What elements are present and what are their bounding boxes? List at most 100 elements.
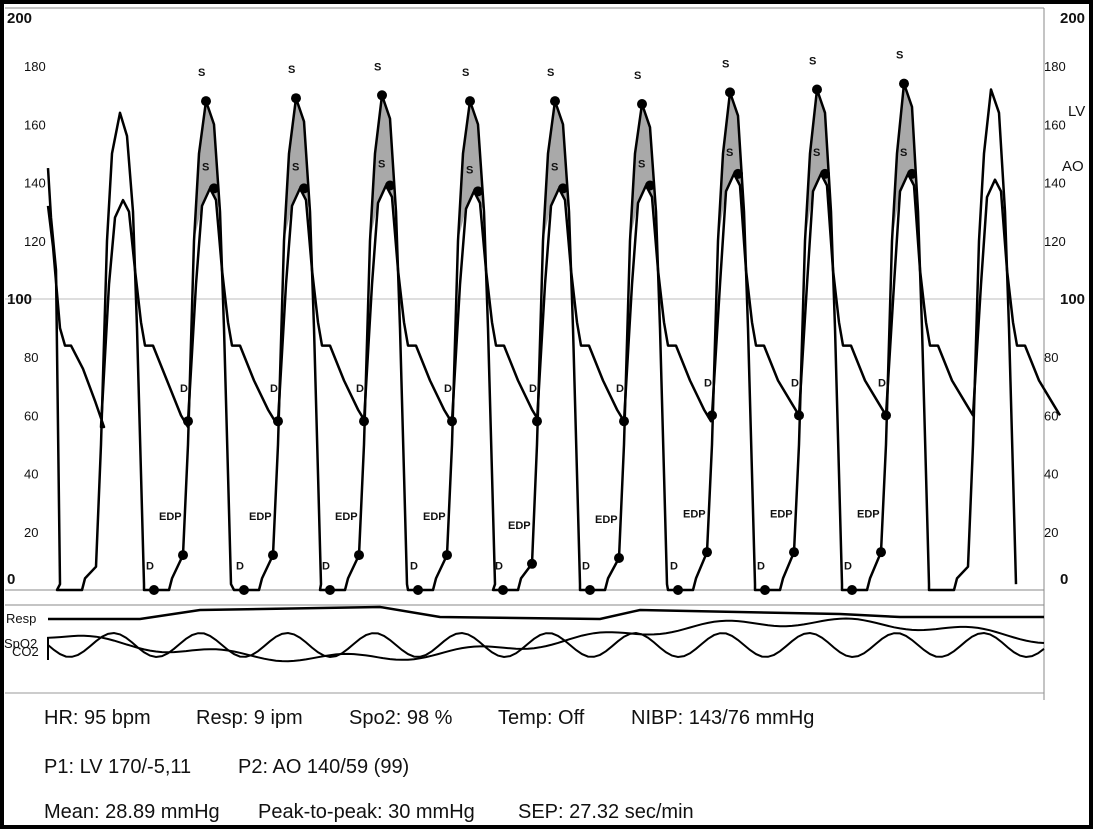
ao-peak-dot-6 (645, 180, 655, 191)
y-tick-left-60: 60 (24, 408, 38, 423)
marker-d-ao-7: D (704, 377, 712, 389)
ao-dia-dot-6 (619, 416, 629, 427)
lv-peak-dot-9 (899, 78, 909, 89)
marker-d-ao-6: D (616, 383, 624, 395)
stat-nibp: NIBP: 143/76 mmHg (631, 707, 815, 729)
marker-d-lv-5: D (495, 561, 503, 573)
sep-fill-beat-7 (718, 92, 744, 241)
y-tick-right-180: 180 (1044, 59, 1066, 74)
marker-s-lower-1: S (202, 161, 209, 173)
lv-min-dot-6 (585, 585, 595, 595)
lv-peak-dot-7 (725, 87, 735, 98)
sep-fill-beat-9 (892, 83, 918, 241)
marker-edp-8: EDP (770, 508, 793, 520)
marker-s-upper-3: S (374, 61, 381, 73)
marker-edp-5: EDP (508, 520, 531, 532)
lv-edp-dot-9 (876, 547, 886, 558)
marker-d-lv-6: D (582, 561, 590, 573)
y-tick-right-80: 80 (1044, 350, 1058, 365)
y-tick-right-160: 160 (1044, 117, 1066, 132)
ao-peak-dot-4 (473, 186, 483, 197)
y-tick-left-40: 40 (24, 467, 38, 482)
sep-fill-beat-8 (805, 89, 831, 241)
lv-edp-dot-1 (178, 550, 188, 561)
lv-channel-label: LV (1068, 103, 1085, 120)
ao-peak-dot-5 (558, 183, 568, 194)
lv-trace (46, 82, 1018, 592)
lv-min-dot-5 (498, 585, 508, 595)
ao-dia-dot-2 (273, 416, 283, 427)
marker-d-lv-8: D (757, 561, 765, 573)
y-tick-left-200: 200 (7, 10, 32, 27)
y-tick-left-20: 20 (24, 525, 38, 540)
chart-grid (5, 7, 1045, 700)
resp-trace (48, 605, 1044, 621)
y-tick-right-200: 200 (1060, 10, 1085, 27)
marker-s-upper-8: S (809, 55, 816, 67)
y-tick-left-80: 80 (24, 350, 38, 365)
marker-d-lv-7: D (670, 561, 678, 573)
marker-edp-1: EDP (159, 511, 182, 523)
marker-s-upper-5: S (547, 67, 554, 79)
lv-edp-dot-3 (354, 550, 364, 561)
marker-s-lower-9: S (900, 147, 907, 159)
marker-d-lv-1: D (146, 561, 154, 573)
marker-d-ao-9: D (878, 377, 886, 389)
lv-peak-dot-8 (812, 84, 822, 95)
marker-edp-7: EDP (683, 508, 706, 520)
marker-s-lower-3: S (378, 159, 385, 171)
beat-markers: S S D D EDP S S D D EDP S S D D EDP S S D D EDP S S D D EDP S S D D E… (146, 50, 917, 595)
marker-edp-4: EDP (423, 511, 446, 523)
marker-s-lower-5: S (551, 161, 558, 173)
stat-hr: HR: 95 bpm (44, 707, 151, 729)
ao-peak-dot-7 (733, 168, 743, 179)
stat-temp: Temp: Off (498, 707, 585, 729)
ao-dia-dot-1 (183, 416, 193, 427)
stat-spo2: Spo2: 98 % (349, 707, 453, 729)
lv-peak-dot-2 (291, 93, 301, 104)
lv-peak-dot-6 (637, 99, 647, 110)
marker-d-lv-3: D (322, 561, 330, 573)
y-tick-right-0: 0 (1060, 571, 1068, 588)
stat-peak-to-peak: Peak-to-peak: 30 mmHg (258, 801, 475, 823)
ao-peak-dot-3 (385, 180, 395, 191)
sep-fill-beat-4 (458, 101, 484, 241)
marker-edp-9: EDP (857, 508, 880, 520)
stat-sep: SEP: 27.32 sec/min (518, 801, 694, 823)
marker-s-upper-9: S (896, 50, 903, 62)
marker-d-ao-3: D (356, 383, 364, 395)
sep-fill-beat-3 (370, 95, 396, 241)
y-tick-left-0: 0 (7, 571, 15, 588)
axis-ticks: 2001801601401201008060402002001801601401… (7, 10, 1085, 588)
ao-peak-dot-2 (299, 183, 309, 194)
lv-min-dot-7 (673, 585, 683, 595)
marker-d-lv-4: D (410, 561, 418, 573)
y-tick-right-120: 120 (1044, 234, 1066, 249)
ao-peak-dot-8 (820, 168, 830, 179)
lv-edp-dot-8 (789, 547, 799, 558)
marker-d-lv-9: D (844, 561, 852, 573)
stat-mean: Mean: 28.89 mmHg (44, 801, 220, 823)
lv-peak-dot-1 (201, 96, 211, 107)
ao-dia-dot-5 (532, 416, 542, 427)
co2-trace (47, 617, 1045, 663)
y-tick-right-140: 140 (1044, 176, 1066, 191)
y-tick-left-120: 120 (24, 234, 46, 249)
lv-min-dot-9 (847, 585, 857, 595)
marker-d-ao-4: D (444, 383, 452, 395)
marker-s-upper-7: S (722, 58, 729, 70)
marker-s-lower-7: S (726, 147, 733, 159)
lv-min-dot-4 (413, 585, 423, 595)
lv-peak-dot-5 (550, 96, 560, 107)
spo2-trace (47, 631, 1045, 659)
ao-dia-dot-7 (707, 410, 717, 421)
sep-fill-beat-5 (543, 101, 569, 241)
marker-edp-2: EDP (249, 511, 272, 523)
marker-s-lower-8: S (813, 147, 820, 159)
marker-s-upper-2: S (288, 64, 295, 76)
sep-fill-areas (194, 83, 918, 241)
ao-peak-dot-9 (907, 168, 917, 179)
lower-label-resp: Resp (6, 611, 36, 626)
ao-dia-dot-3 (359, 416, 369, 427)
